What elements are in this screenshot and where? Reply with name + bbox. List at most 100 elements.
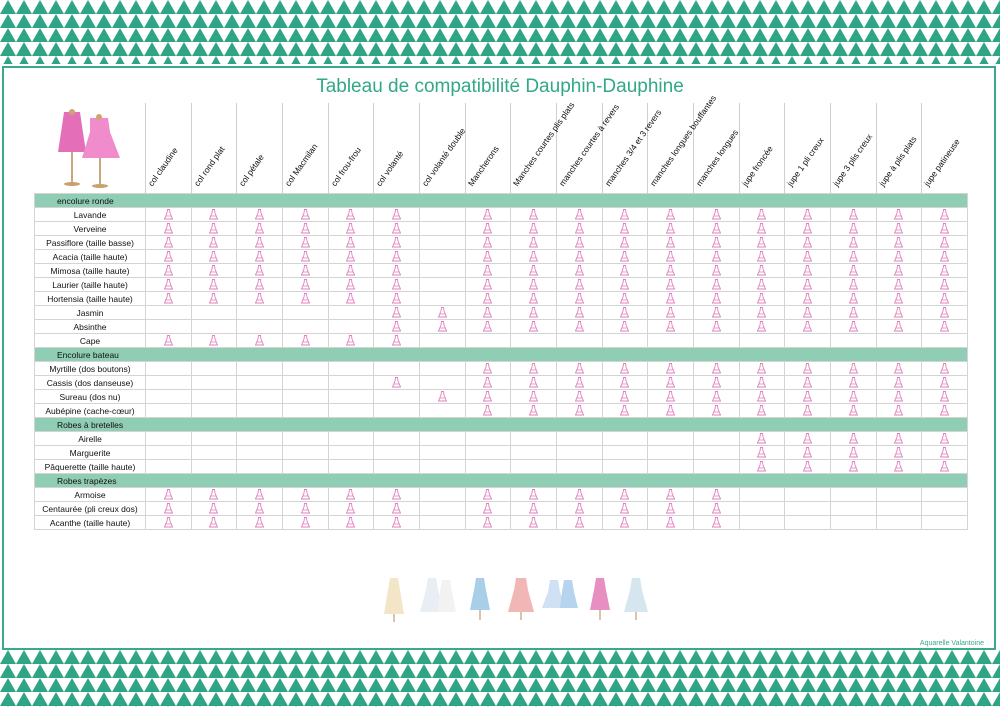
table-cell [418, 459, 466, 474]
table-cell [692, 375, 740, 390]
table-cell [145, 305, 192, 320]
table-cell [829, 459, 877, 474]
dress-mark-icon [574, 251, 584, 262]
dress-mark-icon [940, 209, 950, 220]
table-cell [464, 291, 512, 306]
table-cell [921, 207, 968, 222]
dress-mark-icon [163, 489, 173, 500]
table-cell [236, 389, 283, 404]
dress-mark-icon [894, 321, 904, 332]
table-cell [418, 389, 466, 404]
dress-mark-icon [209, 335, 219, 346]
column-header: manches courtes à revers [555, 102, 621, 194]
table-cell [464, 459, 512, 474]
dress-mark-icon [666, 405, 676, 416]
column-header-label: col pétale [237, 152, 267, 188]
dress-mark-icon [757, 405, 767, 416]
dress-mark-icon [848, 293, 858, 304]
table-cell [829, 431, 877, 446]
table-cell [738, 333, 786, 348]
table-cell [510, 333, 557, 348]
dress-mark-icon [392, 265, 402, 276]
table-cell [875, 459, 923, 474]
dress-mark-icon [940, 391, 950, 402]
table-cell [555, 375, 603, 390]
table-cell [373, 515, 420, 530]
table-cell [647, 305, 694, 320]
table-cell [145, 361, 192, 376]
dress-mark-icon [529, 237, 539, 248]
dress-mark-icon [346, 293, 356, 304]
table-cell [373, 501, 420, 516]
mini-dress-2 [420, 578, 456, 612]
table-cell [601, 207, 649, 222]
column-header: jupe patineuse [921, 103, 968, 194]
table-cell [647, 459, 694, 474]
column-header-label: jupe à plis plats [876, 134, 919, 188]
table-cell [464, 361, 512, 376]
dress-mark-icon [940, 265, 950, 276]
dress-mark-icon [300, 209, 310, 220]
dress-mark-icon [803, 307, 813, 318]
table-cell [510, 207, 557, 222]
table-cell [601, 277, 649, 292]
dress-mark-icon [803, 405, 813, 416]
table-cell [373, 389, 420, 404]
table-cell [464, 305, 512, 320]
table-cell [464, 403, 512, 418]
table-cell [601, 305, 649, 320]
table-cell [784, 487, 831, 502]
table-cell [464, 431, 512, 446]
table-cell [875, 291, 923, 306]
table-cell [327, 291, 375, 306]
dress-mark-icon [529, 489, 539, 500]
dress-mark-icon [711, 489, 721, 500]
table-cell [145, 291, 192, 306]
dress-mark-icon [574, 237, 584, 248]
column-header-label: Mancherons [465, 143, 501, 188]
dress-mark-icon [620, 489, 630, 500]
compatibility-table: col claudine col rond plat col pétale col M… [34, 93, 968, 530]
table-row: Cape [34, 333, 968, 348]
dress-mark-icon [711, 209, 721, 220]
dress-mark-icon [666, 265, 676, 276]
column-header: col Macmilan [281, 103, 329, 194]
dress-mark-icon [757, 363, 767, 374]
table-cell [738, 277, 786, 292]
table-cell [190, 445, 238, 460]
column-header-label: jupe patineuse [921, 136, 962, 188]
dress-mark-icon [483, 223, 493, 234]
table-cell [281, 431, 329, 446]
table-cell [145, 249, 192, 264]
dress-mark-icon [666, 307, 676, 318]
column-header-label: manches longues [693, 127, 741, 188]
table-cell [555, 263, 603, 278]
dress-mark-icon [300, 279, 310, 290]
dress-mark-icon [529, 321, 539, 332]
table-cell [190, 515, 238, 530]
table-cell [555, 333, 603, 348]
table-cell [327, 487, 375, 502]
dress-mark-icon [757, 251, 767, 262]
table-cell [829, 263, 877, 278]
table-cell [692, 207, 740, 222]
column-header: col pétale [236, 103, 283, 194]
dress-mark-icon [620, 377, 630, 388]
dress-mark-icon [848, 265, 858, 276]
table-cell [373, 221, 420, 236]
dress-mark-icon [894, 209, 904, 220]
table-row: Marguerite [34, 445, 968, 460]
table-cell [738, 305, 786, 320]
table-cell [647, 375, 694, 390]
table-cell [510, 361, 557, 376]
table-cell [692, 501, 740, 516]
table-cell [327, 375, 375, 390]
dress-mark-icon [574, 209, 584, 220]
table-cell [418, 235, 466, 250]
dress-mark-icon [300, 489, 310, 500]
dress-mark-icon [757, 307, 767, 318]
dress-mark-icon [255, 517, 265, 528]
dress-mark-icon [209, 251, 219, 262]
table-cell [875, 501, 923, 516]
table-cell [601, 445, 649, 460]
